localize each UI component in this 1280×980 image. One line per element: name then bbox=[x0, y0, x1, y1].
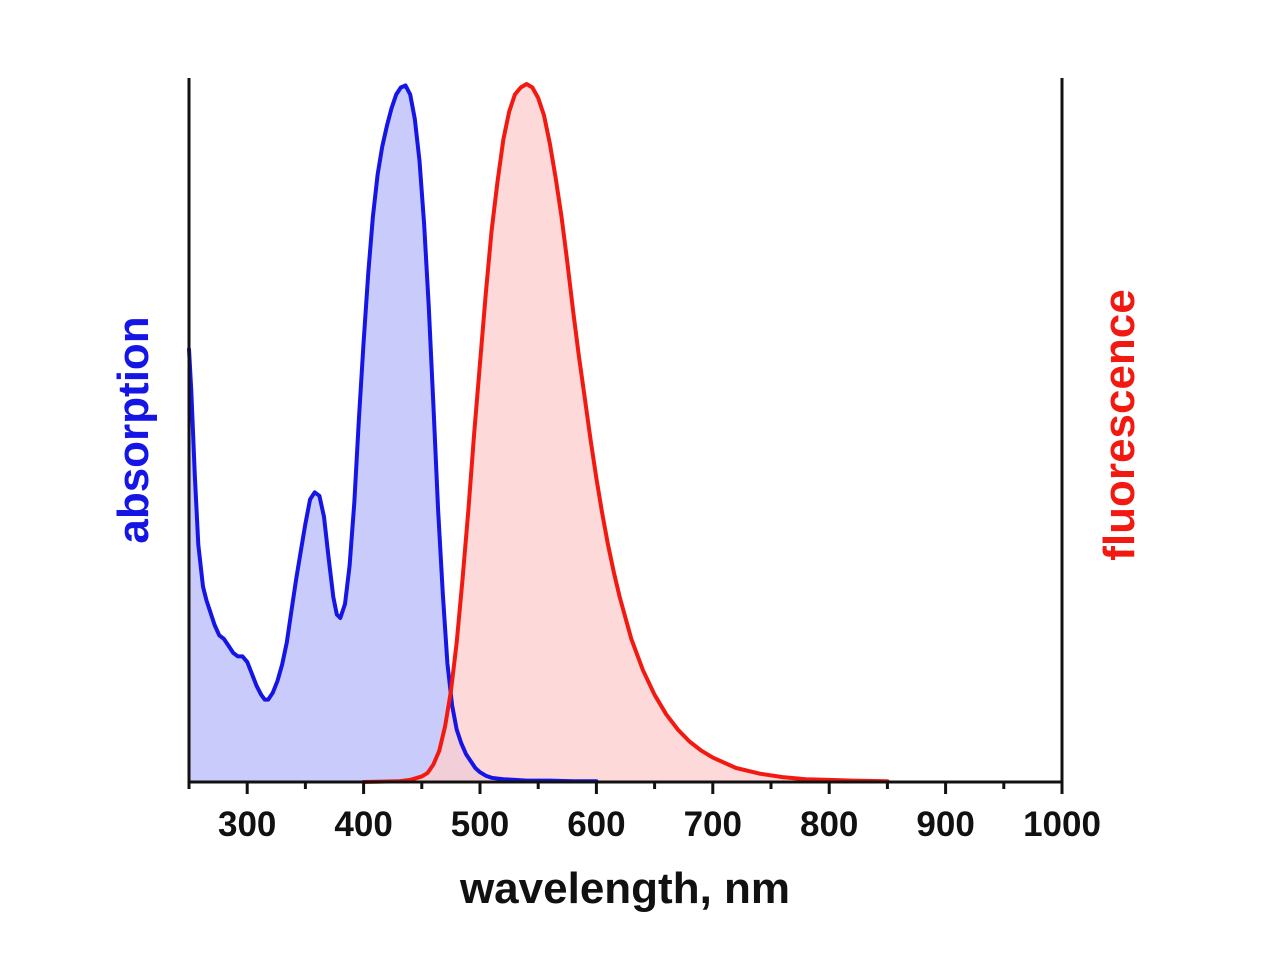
absorption-fill bbox=[189, 85, 597, 782]
x-tick-label: 600 bbox=[567, 805, 625, 844]
x-tick-label: 700 bbox=[684, 805, 742, 844]
x-axis-tick-labels: 300 400 500 600 700 800 900 1000 bbox=[218, 805, 1101, 844]
x-tick-label: 500 bbox=[451, 805, 509, 844]
right-y-axis-title: fluorescence bbox=[1095, 289, 1144, 560]
x-tick-label: 800 bbox=[800, 805, 858, 844]
x-tick-label: 900 bbox=[916, 805, 974, 844]
series-lines bbox=[187, 82, 890, 784]
fluorescence-fill bbox=[363, 84, 888, 782]
x-axis-ticks bbox=[187, 782, 1064, 794]
x-tick-label: 300 bbox=[218, 805, 276, 844]
x-tick-label: 400 bbox=[334, 805, 392, 844]
absorption-line bbox=[187, 83, 599, 784]
axes bbox=[187, 78, 1064, 784]
x-axis-title: wavelength, nm bbox=[459, 864, 790, 913]
x-tick-label: 1000 bbox=[1023, 805, 1101, 844]
fluorescence-line bbox=[361, 82, 890, 784]
series-fills bbox=[189, 84, 888, 782]
left-y-axis-title: absorption bbox=[109, 316, 158, 543]
